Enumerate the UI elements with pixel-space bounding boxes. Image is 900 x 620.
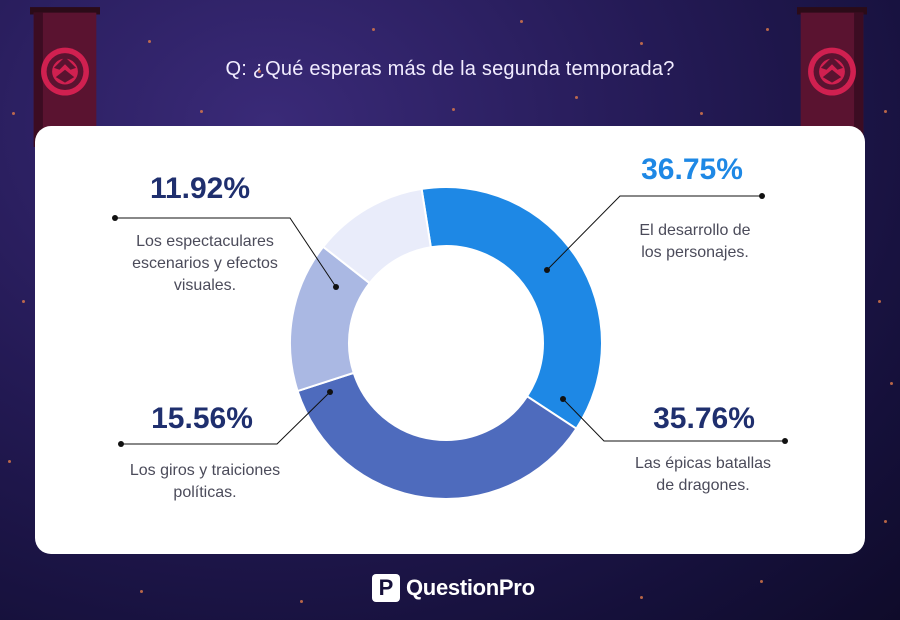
leader-dot-giros — [327, 389, 333, 395]
chart-title: Q: ¿Qué esperas más de la segunda tempor… — [225, 58, 675, 80]
slice-batallas — [296, 371, 578, 500]
leader-end-escenarios — [112, 215, 118, 221]
data-label-escenarios: 11.92% — [149, 172, 251, 205]
leader-line-personajes — [546, 195, 762, 271]
category-label-line: Los giros y traiciones — [129, 462, 281, 479]
questionpro-logo[interactable]: P QuestionPro — [372, 572, 535, 604]
questionpro-logo-icon: P — [372, 574, 400, 602]
category-label-line: de dragones. — [656, 477, 750, 494]
leader-dot-batallas — [560, 396, 566, 402]
brand-name: QuestionPro — [406, 575, 535, 600]
leader-line-batallas — [562, 398, 785, 442]
category-label-line: El desarrollo de — [639, 222, 751, 239]
category-label-batallas: Las épicas batallas de dragones. — [608, 453, 798, 497]
category-label-line: políticas. — [173, 484, 237, 501]
category-label-line: los personajes. — [641, 244, 749, 261]
dragon-sigil-icon — [41, 47, 89, 96]
category-label-line: escenarios y efectos — [132, 255, 278, 272]
category-label-personajes: El desarrollo de los personajes. — [615, 220, 775, 264]
category-label-escenarios: Los espectaculares escenarios y efectos … — [110, 231, 300, 297]
slice-escenarios — [321, 187, 432, 285]
leader-line-escenarios — [115, 217, 337, 288]
leader-dot-personajes — [544, 267, 550, 273]
leader-line-giros — [121, 391, 331, 445]
data-label-personajes: 36.75% — [641, 153, 743, 186]
leader-end-personajes — [759, 193, 765, 199]
leader-end-batallas — [782, 438, 788, 444]
category-label-line: Las épicas batallas — [634, 455, 772, 472]
category-label-line: visuales. — [173, 277, 237, 294]
leader-dot-escenarios — [333, 284, 339, 290]
slice-personajes — [420, 186, 603, 431]
right-banner — [797, 7, 867, 155]
left-banner — [30, 7, 100, 155]
data-label-giros: 15.56% — [151, 402, 253, 435]
leader-end-giros — [118, 441, 124, 447]
dragon-sigil-icon — [808, 47, 856, 96]
category-label-line: Los espectaculares — [136, 233, 274, 250]
category-label-giros: Los giros y traiciones políticas. — [110, 460, 300, 504]
data-label-batallas: 35.76% — [653, 402, 755, 435]
